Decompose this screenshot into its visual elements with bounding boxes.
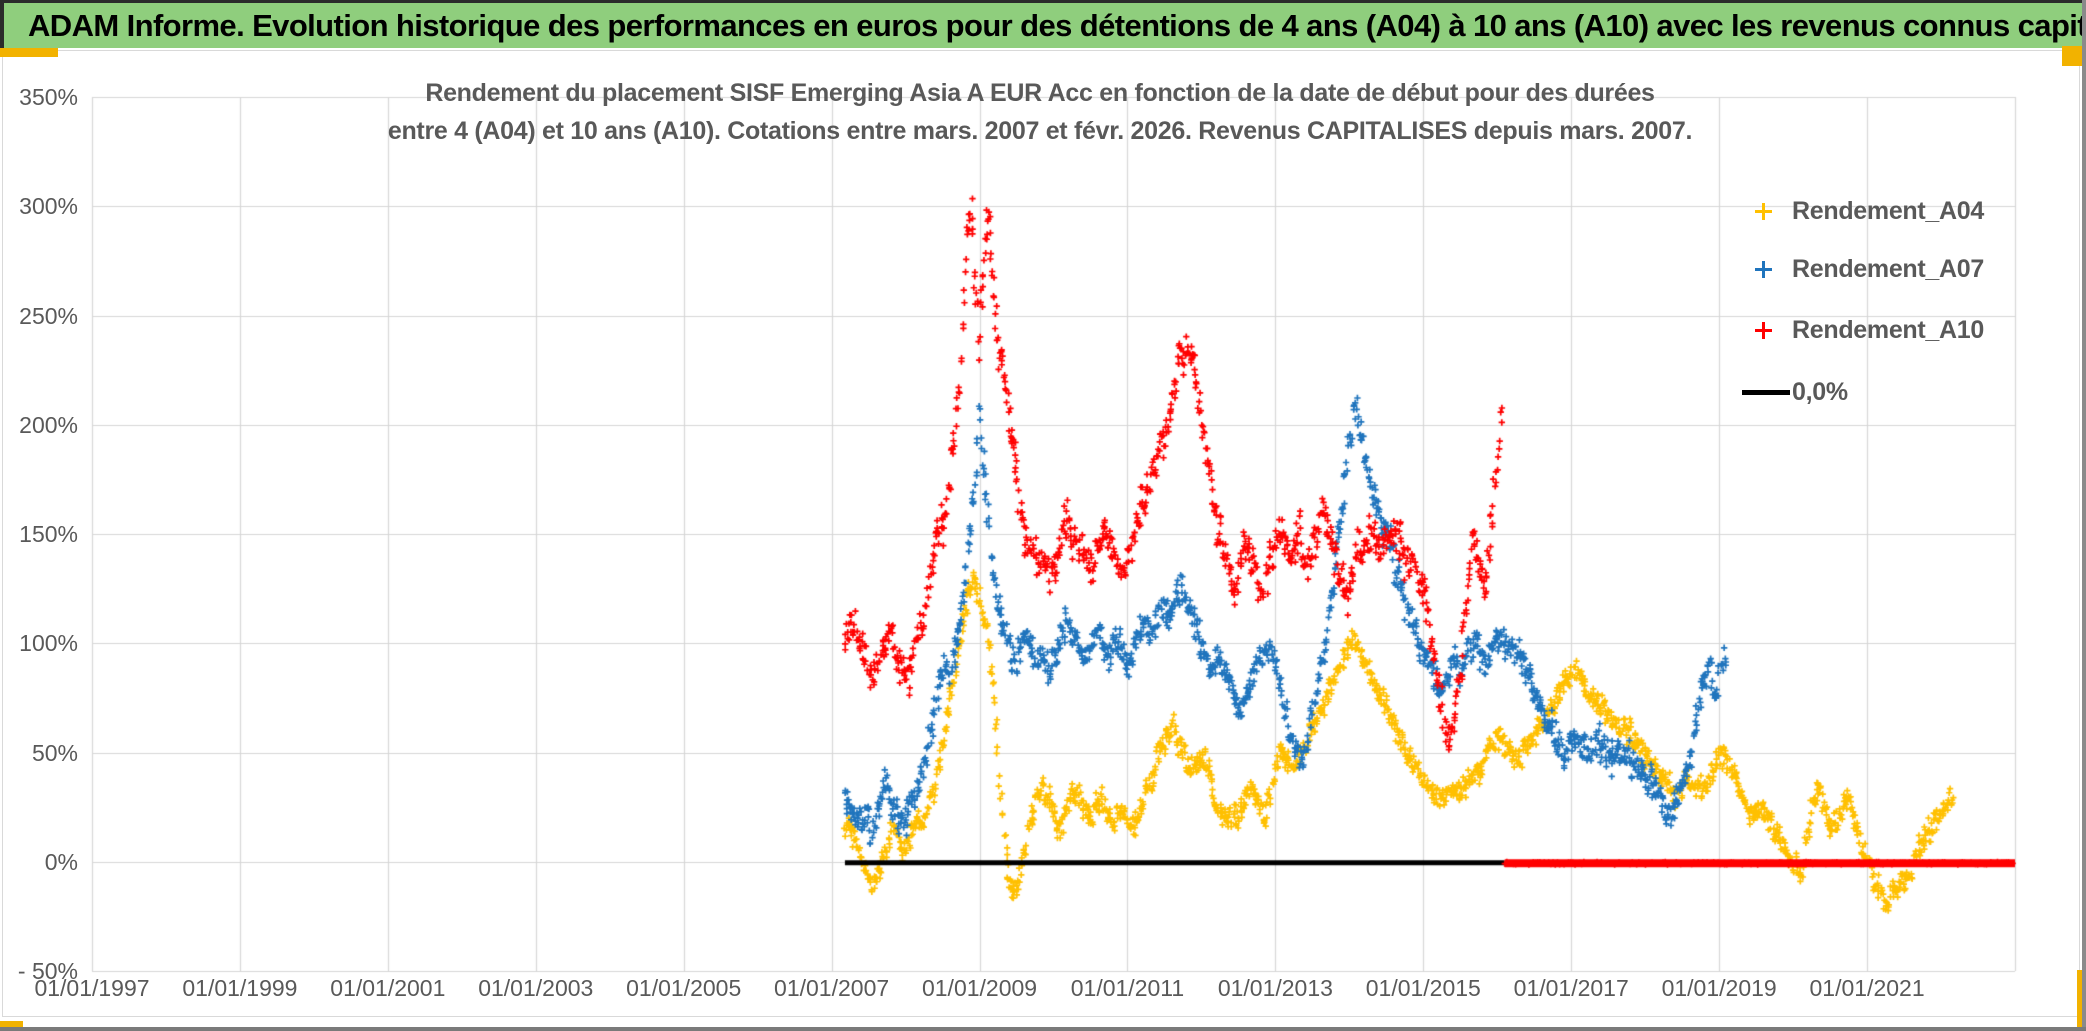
x-tick-label: 01/01/2013	[1217, 975, 1333, 1001]
y-tick-label: 0%	[44, 848, 78, 875]
legend-label: Rendement_A04	[1792, 196, 1984, 225]
y-tick-label: 250%	[19, 302, 78, 329]
x-tick-label: 01/01/2021	[1809, 975, 1925, 1001]
legend-item-rendement-a10: Rendement_A10	[1742, 313, 1984, 347]
x-tick-label: 01/01/2011	[1070, 975, 1185, 1001]
x-tick-label: 01/01/2003	[478, 975, 594, 1001]
gold-corner-mark-bottom-left	[0, 1021, 23, 1029]
plus-marker-gold-icon	[1742, 194, 1784, 228]
zero-line-swatch	[1742, 389, 1790, 395]
y-tick-label: 50%	[31, 739, 78, 766]
gold-corner-mark-top-right	[2062, 46, 2083, 66]
y-tick-label: 200%	[19, 411, 78, 438]
legend-label: 0,0%	[1792, 377, 1848, 406]
legend-label: Rendement_A07	[1792, 254, 1984, 283]
plus-marker-blue-icon	[1742, 252, 1784, 286]
legend: Rendement_A04 Rendement_A07 Rendement_A1…	[1742, 180, 2072, 420]
y-tick-label: 100%	[19, 630, 78, 657]
x-tick-label: 01/01/2001	[330, 975, 446, 1001]
legend-item-zero-line: 0,0%	[1742, 375, 1848, 409]
chart-title: Rendement du placement SISF Emerging Asi…	[200, 74, 1880, 150]
x-tick-label: 01/01/2019	[1661, 975, 1777, 1001]
legend-item-rendement-a04: Rendement_A04	[1742, 194, 1984, 228]
x-tick-label: 01/01/1999	[182, 975, 298, 1001]
chart-title-line1: Rendement du placement SISF Emerging Asi…	[425, 79, 1655, 107]
gold-corner-mark-top-left	[0, 48, 58, 57]
x-tick-label: 01/01/2017	[1513, 975, 1629, 1001]
window-edge-bottom	[0, 1027, 2086, 1031]
x-tick-label: 01/01/2015	[1365, 975, 1481, 1001]
y-tick-label: 150%	[19, 521, 78, 547]
x-tick-label: 01/01/2007	[774, 975, 890, 1001]
x-tick-label: 01/01/1997	[34, 975, 150, 1001]
report-title-bar: ADAM Informe. Evolution historique des p…	[0, 0, 2086, 48]
plus-marker-red-icon	[1742, 313, 1784, 347]
x-tick-label: 01/01/2009	[921, 975, 1038, 1001]
x-tick-label: 01/01/2005	[626, 975, 742, 1001]
y-tick-label: 300%	[19, 193, 78, 220]
report-title: ADAM Informe. Evolution historique des p…	[28, 7, 2086, 43]
legend-label: Rendement_A10	[1792, 315, 1984, 344]
gold-corner-mark-bottom-right	[2077, 970, 2086, 1028]
window-edge-right	[2082, 0, 2086, 1031]
y-tick-label: - 50%	[17, 958, 78, 984]
legend-item-rendement-a07: Rendement_A07	[1742, 252, 1984, 286]
y-tick-label: 350%	[19, 84, 78, 110]
chart-title-line2: entre 4 (A04) et 10 ans (A10). Cotations…	[387, 117, 1693, 145]
